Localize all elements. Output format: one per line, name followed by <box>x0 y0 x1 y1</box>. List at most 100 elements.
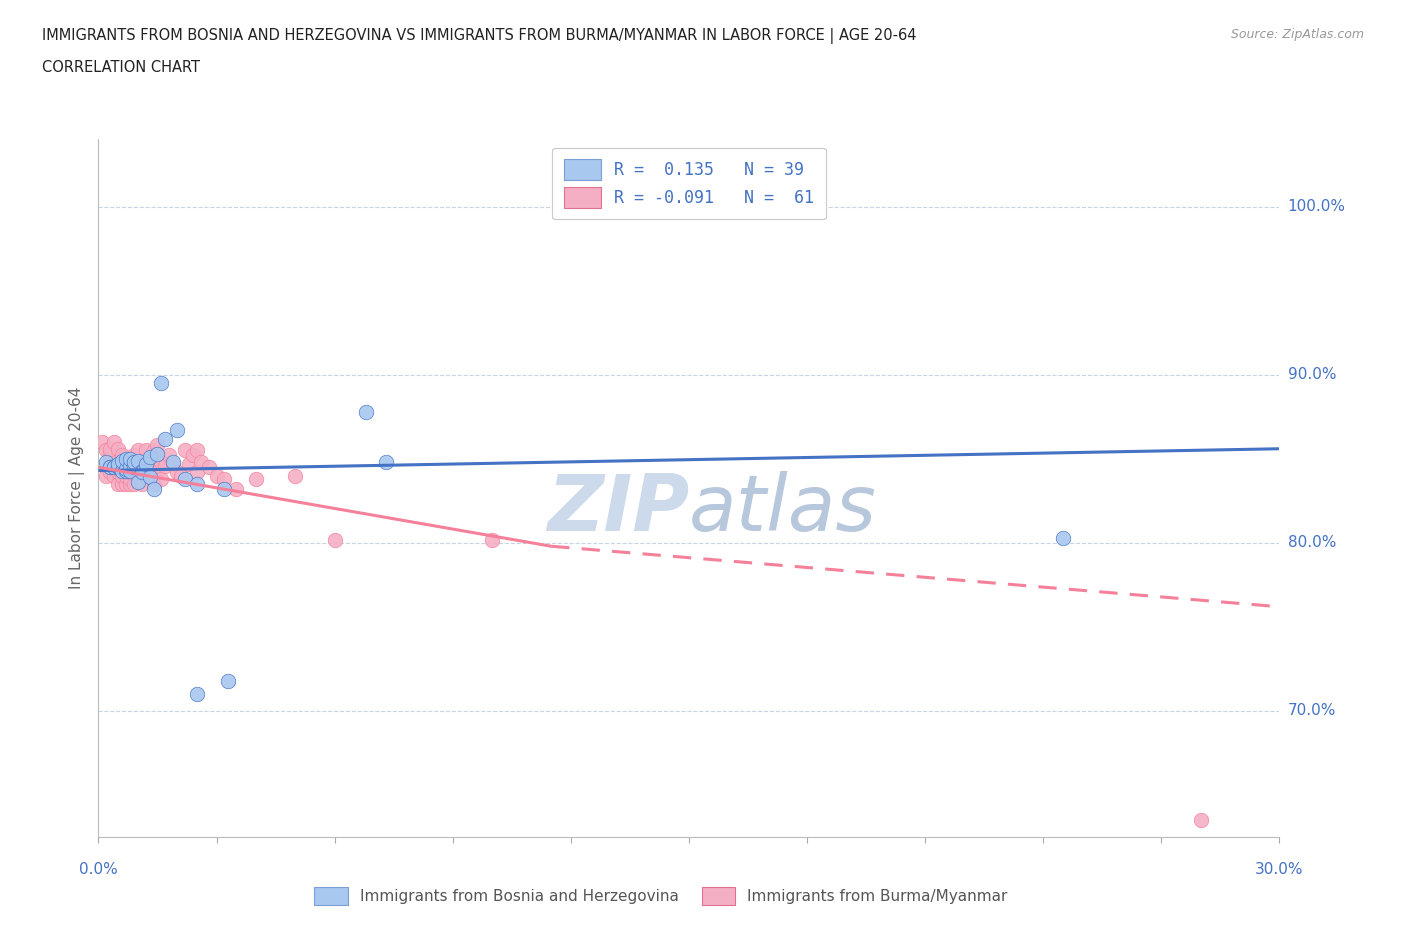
Point <box>155 432 177 446</box>
Point <box>96 455 118 470</box>
Point <box>225 482 247 497</box>
Point <box>162 457 184 472</box>
Point <box>107 459 129 474</box>
Point <box>98 465 121 480</box>
Point <box>214 482 236 497</box>
Point <box>374 455 396 470</box>
Point <box>111 459 134 474</box>
Point <box>127 453 149 468</box>
Point <box>214 472 236 486</box>
Point <box>354 405 377 419</box>
Point <box>98 453 121 468</box>
Point <box>142 443 165 458</box>
Point <box>155 458 177 473</box>
Point <box>103 434 125 449</box>
Point <box>96 468 118 483</box>
Text: 100.0%: 100.0% <box>1288 199 1346 214</box>
Point <box>181 448 204 463</box>
Point <box>107 459 129 474</box>
Point <box>131 476 153 491</box>
Point <box>103 459 125 474</box>
Point <box>118 476 141 491</box>
Point <box>146 438 169 453</box>
Point <box>127 443 149 458</box>
Point <box>1189 813 1212 828</box>
Point <box>111 448 134 463</box>
Point <box>150 455 173 470</box>
Legend: Immigrants from Bosnia and Herzegovina, Immigrants from Burma/Myanmar: Immigrants from Bosnia and Herzegovina, … <box>307 879 1015 913</box>
Point <box>1052 530 1074 545</box>
Text: 30.0%: 30.0% <box>1256 862 1303 877</box>
Point <box>115 463 138 478</box>
Point <box>131 455 153 470</box>
Point <box>481 532 503 547</box>
Point <box>111 453 134 468</box>
Point <box>135 457 157 472</box>
Point <box>174 443 197 458</box>
Point <box>118 465 141 480</box>
Point <box>146 465 169 480</box>
Point <box>107 465 129 480</box>
Point <box>170 468 193 483</box>
Point <box>115 461 138 476</box>
Point <box>107 457 129 472</box>
Point <box>103 468 125 483</box>
Text: atlas: atlas <box>689 472 877 547</box>
Text: 80.0%: 80.0% <box>1288 536 1336 551</box>
Point <box>118 451 141 466</box>
Point <box>127 459 149 474</box>
Text: CORRELATION CHART: CORRELATION CHART <box>42 60 200 75</box>
Text: ZIP: ZIP <box>547 472 689 547</box>
Point <box>217 673 239 688</box>
Point <box>118 463 141 478</box>
Point <box>91 434 114 449</box>
Point <box>122 459 145 474</box>
Text: 90.0%: 90.0% <box>1288 367 1336 382</box>
Point <box>138 465 160 480</box>
Point <box>98 442 121 457</box>
Point <box>197 459 219 474</box>
Point <box>131 463 153 478</box>
Text: Source: ZipAtlas.com: Source: ZipAtlas.com <box>1230 28 1364 41</box>
Point <box>284 468 307 483</box>
Point <box>186 686 208 701</box>
Point <box>166 465 188 480</box>
Point <box>111 468 134 483</box>
Point <box>107 458 129 473</box>
Point <box>115 468 138 483</box>
Point <box>150 472 173 486</box>
Point <box>138 470 160 485</box>
Point <box>142 482 165 497</box>
Point <box>122 448 145 463</box>
Point <box>107 476 129 491</box>
Point <box>98 459 121 474</box>
Point <box>118 472 141 486</box>
Point <box>166 423 188 438</box>
Point <box>157 448 180 463</box>
Point <box>142 476 165 491</box>
Point <box>115 455 138 470</box>
Point <box>118 458 141 473</box>
Point <box>186 443 208 458</box>
Point <box>127 468 149 483</box>
Point <box>162 455 184 470</box>
Point <box>103 459 125 474</box>
Point <box>205 468 228 483</box>
Point <box>96 443 118 458</box>
Point <box>131 465 153 480</box>
Point <box>111 463 134 478</box>
Point <box>103 459 125 474</box>
Point <box>245 472 267 486</box>
Text: 0.0%: 0.0% <box>79 862 118 877</box>
Point <box>98 448 121 463</box>
Point <box>174 472 197 486</box>
Point <box>135 457 157 472</box>
Point <box>186 465 208 480</box>
Point <box>138 455 160 470</box>
Point <box>122 476 145 491</box>
Point <box>138 450 160 465</box>
Point <box>146 446 169 461</box>
Point <box>122 455 145 470</box>
Legend: R =  0.135   N = 39, R = -0.091   N =  61: R = 0.135 N = 39, R = -0.091 N = 61 <box>553 148 825 219</box>
Text: 70.0%: 70.0% <box>1288 703 1336 719</box>
